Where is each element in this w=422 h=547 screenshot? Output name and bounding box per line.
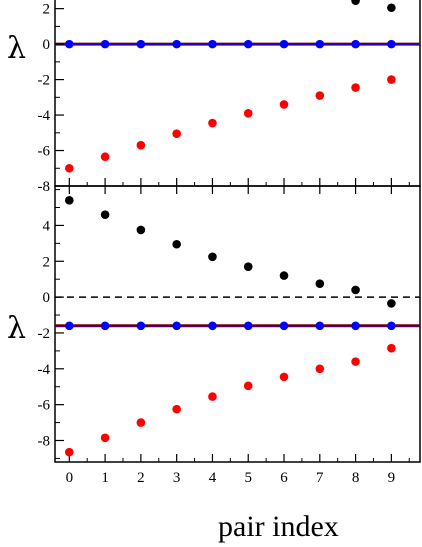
data-point xyxy=(279,39,289,49)
data-point xyxy=(279,321,289,331)
data-point xyxy=(100,39,110,49)
data-point xyxy=(208,118,217,128)
data-point xyxy=(100,210,110,219)
data-point xyxy=(315,39,325,49)
bottom-panel: -8 -6 -4 -2 0 2 4 0 1 2 3 4 5 6 7 8 9 xyxy=(38,185,421,486)
data-point xyxy=(172,129,181,138)
data-point xyxy=(208,392,217,401)
data-point xyxy=(315,91,325,100)
x-tick-label: 7 xyxy=(316,470,324,486)
x-tick-label: 8 xyxy=(352,470,360,486)
x-tick-label: 3 xyxy=(173,470,181,486)
top-panel: -8 -6 -4 -2 0 2 xyxy=(38,0,421,195)
data-point xyxy=(172,321,181,331)
y-tick-label: -4 xyxy=(38,108,51,124)
x-tick-label: 9 xyxy=(388,470,396,486)
y-tick-label: -6 xyxy=(38,398,51,414)
data-point xyxy=(208,252,217,262)
data-point xyxy=(243,381,253,391)
y-tick-label: -4 xyxy=(38,362,51,378)
y-tick-label: 2 xyxy=(43,2,51,18)
data-point xyxy=(65,321,74,331)
x-tick-label: 5 xyxy=(244,470,252,486)
y-tick-label: 2 xyxy=(43,254,51,270)
y-tick-label: -8 xyxy=(38,179,51,195)
data-point xyxy=(65,447,74,457)
data-point xyxy=(279,100,289,109)
data-point xyxy=(387,3,396,13)
data-point xyxy=(387,321,396,331)
data-point xyxy=(243,108,253,118)
data-point xyxy=(208,321,217,331)
x-tick-label: 1 xyxy=(101,470,109,486)
y-tick-label: -6 xyxy=(38,144,51,160)
data-point xyxy=(243,321,253,331)
plot-frame xyxy=(54,0,421,187)
x-tick-label: 0 xyxy=(66,470,74,486)
data-point xyxy=(100,321,110,331)
data-point xyxy=(351,357,360,366)
data-point xyxy=(136,321,146,331)
x-tick-label: 2 xyxy=(137,470,145,486)
y-tick-label: -2 xyxy=(38,326,51,342)
data-point xyxy=(387,299,396,308)
y-tick-label: -2 xyxy=(38,73,51,89)
data-point xyxy=(243,262,253,271)
data-point xyxy=(387,343,396,353)
data-point xyxy=(100,433,110,443)
data-point xyxy=(100,152,110,162)
data-point xyxy=(172,404,181,414)
data-point xyxy=(315,321,325,331)
data-point xyxy=(243,39,253,49)
data-point xyxy=(172,239,181,249)
y-tick-label: 4 xyxy=(43,218,51,234)
data-point xyxy=(65,163,74,173)
data-point xyxy=(351,0,360,5)
data-point xyxy=(387,75,396,84)
y-tick-label: 0 xyxy=(43,37,51,53)
data-point xyxy=(136,140,146,150)
y-tick-label: 0 xyxy=(43,290,51,306)
data-point xyxy=(351,39,360,49)
x-tick-label: 4 xyxy=(209,470,217,486)
data-point xyxy=(136,225,146,235)
data-point xyxy=(136,418,146,427)
data-point xyxy=(65,196,74,205)
x-tick-label: 6 xyxy=(280,470,288,486)
y-tick-label: -8 xyxy=(38,433,51,449)
x-axis-label: pair index xyxy=(218,510,339,543)
data-point xyxy=(136,39,146,49)
data-point xyxy=(315,279,325,288)
data-point xyxy=(351,321,360,331)
data-point xyxy=(279,372,289,382)
plot-frame xyxy=(54,185,421,463)
data-point xyxy=(208,39,217,49)
data-point xyxy=(351,285,360,295)
data-point xyxy=(387,39,396,49)
data-point xyxy=(172,39,181,49)
data-point xyxy=(279,271,289,280)
data-point xyxy=(351,83,360,92)
top-ylabel: λ xyxy=(7,31,26,66)
bottom-ylabel: λ xyxy=(7,311,26,346)
data-point xyxy=(315,364,325,374)
data-point xyxy=(65,39,74,49)
